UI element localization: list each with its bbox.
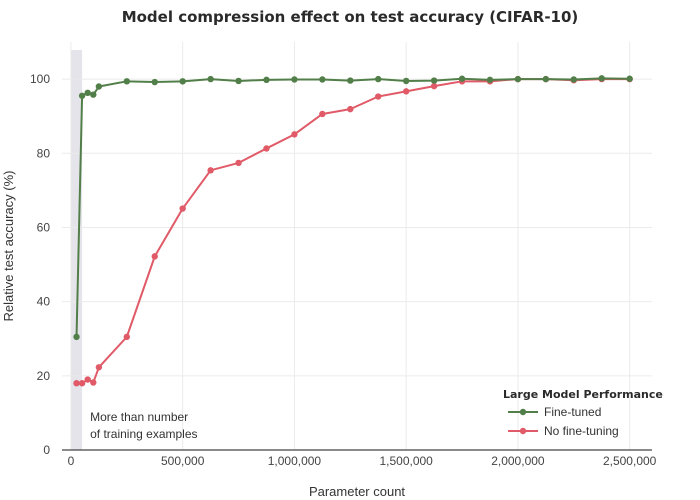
data-point <box>319 110 326 118</box>
series-line <box>76 78 630 385</box>
data-point <box>291 131 298 138</box>
legend-label: Fine-tuned <box>544 405 601 419</box>
data-point <box>179 205 186 212</box>
y-tick-labels: 0 20 40 60 80 100 <box>30 72 50 457</box>
data-point <box>598 75 605 82</box>
data-point <box>570 76 577 83</box>
x-tick-label: 2,500,000 <box>603 454 657 468</box>
data-point <box>486 76 494 84</box>
chart-title: Model compression effect on test accurac… <box>121 8 579 26</box>
data-point <box>402 88 410 95</box>
data-point <box>73 333 80 341</box>
data-point <box>90 91 97 98</box>
data-point <box>235 77 242 85</box>
y-axis-title: Relative test accuracy (%) <box>1 171 16 322</box>
legend-label: No fine-tuning <box>544 424 619 438</box>
data-point <box>347 77 354 84</box>
data-point <box>78 92 86 99</box>
data-point <box>347 105 354 113</box>
series-fine-tuned <box>73 75 633 341</box>
data-point <box>78 380 86 387</box>
data-point <box>207 167 214 174</box>
shaded-region <box>70 50 83 450</box>
annotation-line-1: More than number <box>90 410 188 424</box>
y-tick-label: 0 <box>43 443 50 457</box>
data-point <box>430 77 438 84</box>
legend-item: Fine-tuned <box>508 405 601 419</box>
y-tick-label: 40 <box>37 295 51 309</box>
series-no-fine-tuning <box>73 75 633 387</box>
data-point <box>375 75 382 83</box>
series-line <box>75 77 630 337</box>
data-point <box>263 145 270 152</box>
legend-title: Large Model Performance <box>503 388 663 401</box>
data-point <box>151 253 158 260</box>
data-point <box>402 77 410 85</box>
legend-item: No fine-tuning <box>508 424 619 438</box>
data-point <box>430 82 438 90</box>
y-tick-label: 80 <box>37 146 51 160</box>
y-tick-label: 60 <box>37 220 51 234</box>
y-tick-label: 100 <box>30 72 50 86</box>
data-point <box>123 333 131 341</box>
legend-swatch-marker <box>519 408 527 416</box>
x-tick-labels: 0 500,000 1,000,000 1,500,000 2,000,000 2,500… <box>68 454 657 468</box>
data-point <box>95 364 103 371</box>
annotation-line-2: of training examples <box>90 427 197 441</box>
series-layer <box>73 75 633 387</box>
data-point <box>291 76 298 83</box>
data-point <box>458 75 466 82</box>
data-point <box>319 76 326 83</box>
data-point <box>626 75 633 82</box>
data-point <box>90 379 97 386</box>
legend-swatch-marker <box>519 427 527 435</box>
x-axis-title: Parameter count <box>309 484 405 499</box>
x-tick-label: 1,500,000 <box>379 454 433 468</box>
data-point <box>73 380 80 387</box>
legend: Large Model Performance Fine-tuned No fin… <box>503 388 663 438</box>
data-point <box>514 75 522 83</box>
x-tick-label: 500,000 <box>161 454 205 468</box>
data-point <box>207 75 214 83</box>
grid-lines <box>62 42 652 450</box>
data-point <box>179 78 186 85</box>
x-tick-label: 2,000,000 <box>491 454 545 468</box>
data-point <box>84 376 91 383</box>
data-point <box>123 78 131 85</box>
x-tick-label: 0 <box>68 454 75 468</box>
data-point <box>542 75 550 83</box>
data-point <box>151 78 158 86</box>
y-tick-label: 20 <box>37 369 51 383</box>
data-point <box>84 89 91 97</box>
x-tick-label: 1,000,000 <box>268 454 322 468</box>
data-point <box>95 83 103 90</box>
data-point <box>235 159 242 167</box>
data-point <box>375 93 382 100</box>
data-point <box>263 76 270 84</box>
